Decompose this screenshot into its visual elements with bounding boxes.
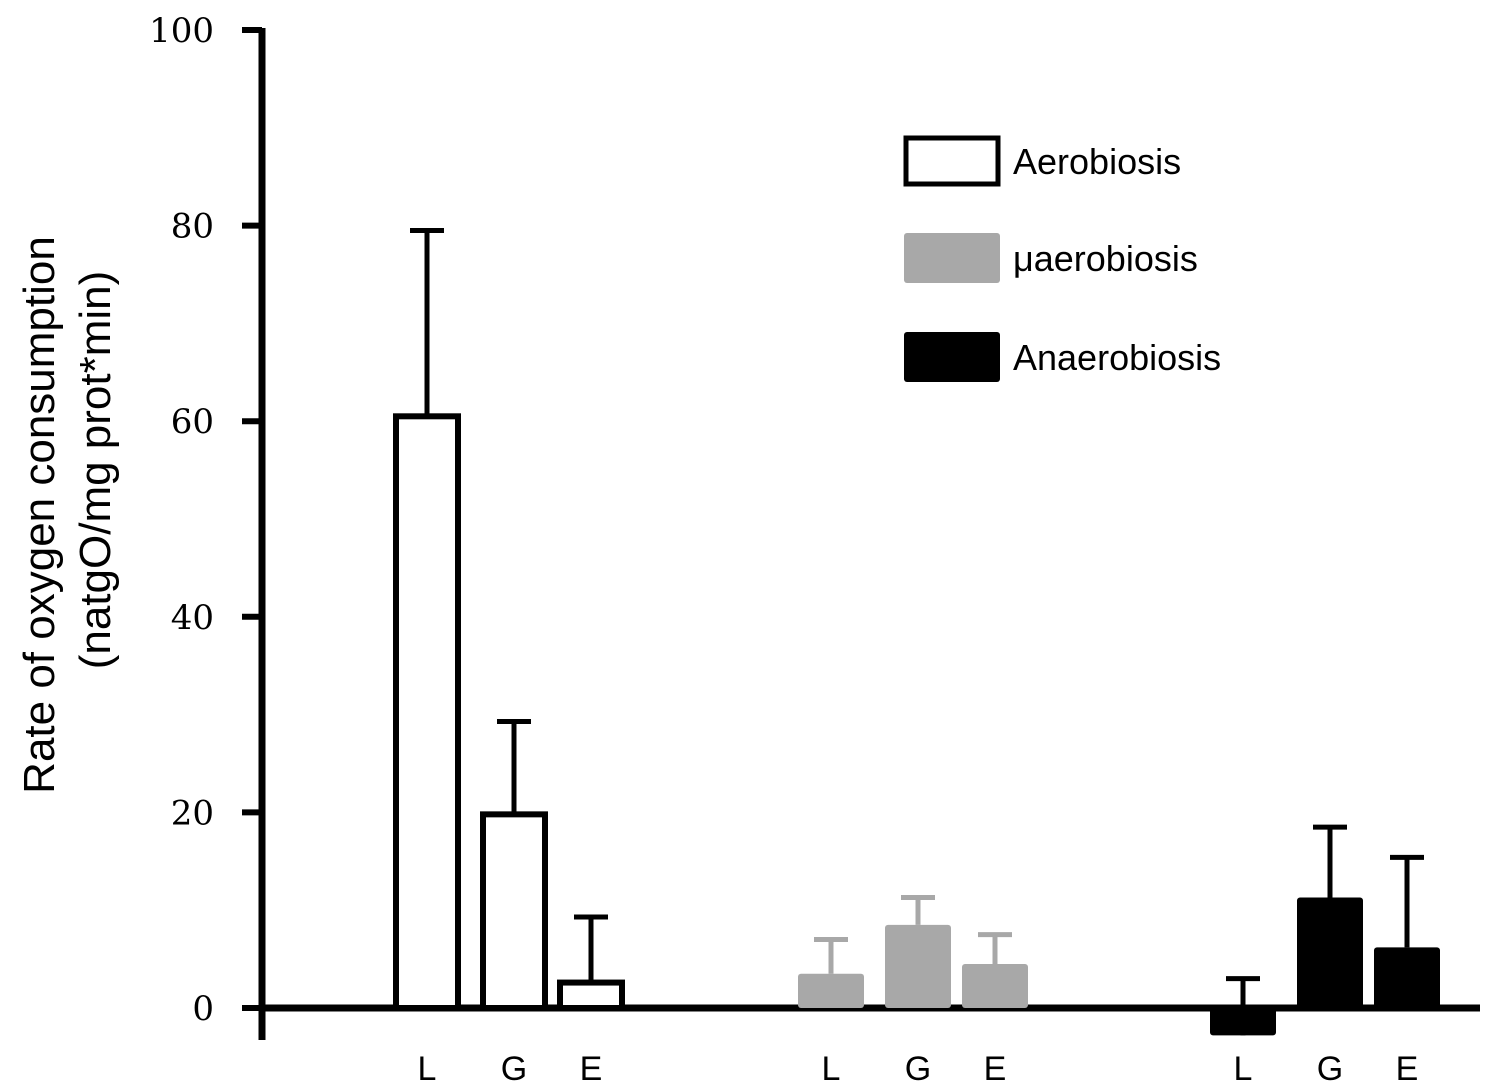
bar-1-L	[798, 973, 864, 1008]
bar-2-G	[1297, 897, 1363, 1008]
legend-label-2: Anaerobiosis	[1013, 337, 1221, 378]
legend: Aerobiosis μaerobiosis Anaerobiosis	[903, 135, 1221, 382]
legend-label-0: Aerobiosis	[1013, 141, 1181, 182]
bar-2-L	[1210, 1008, 1276, 1036]
y-tick-label-40: 40	[171, 598, 214, 638]
bar-1-E	[962, 963, 1028, 1008]
y-tick-label-100: 100	[149, 11, 214, 51]
y-axis-label-line-2: (natgO/mg prot*min)	[71, 271, 120, 670]
bar-0-L	[393, 413, 461, 1011]
legend-label-1: μaerobiosis	[1013, 238, 1198, 279]
y-tick-label-60: 60	[171, 402, 214, 442]
x-tick-label-1-G: G	[905, 1050, 931, 1087]
bar-2-E	[1374, 947, 1440, 1008]
bar-1-G	[885, 924, 951, 1008]
legend-swatch-0	[903, 135, 1001, 187]
y-tick-label-20: 20	[171, 793, 214, 833]
x-tick-label-0-G: G	[501, 1050, 527, 1087]
bar-0-E	[557, 979, 625, 1012]
x-tick-label-0-L: L	[418, 1050, 437, 1087]
bar-0-G	[480, 811, 548, 1012]
y-tick-label-0: 0	[192, 989, 214, 1029]
y-axis-label-line-1: Rate of oxygen consumption	[15, 236, 64, 794]
y-axis-label: Rate of oxygen consumption (natgO/mg pro…	[15, 236, 120, 794]
x-tick-label-0-E: E	[580, 1050, 603, 1087]
y-tick-label-80: 80	[171, 207, 214, 247]
x-tick-label-1-E: E	[984, 1050, 1007, 1087]
x-tick-label-2-G: G	[1317, 1050, 1343, 1087]
legend-swatch-1	[904, 233, 1000, 283]
axes: 0 20 40 60 80 100	[149, 11, 1480, 1040]
legend-swatch-2	[904, 332, 1000, 382]
x-tick-label-2-E: E	[1396, 1050, 1419, 1087]
x-tick-label-2-L: L	[1234, 1050, 1253, 1087]
x-tick-label-1-L: L	[822, 1050, 841, 1087]
